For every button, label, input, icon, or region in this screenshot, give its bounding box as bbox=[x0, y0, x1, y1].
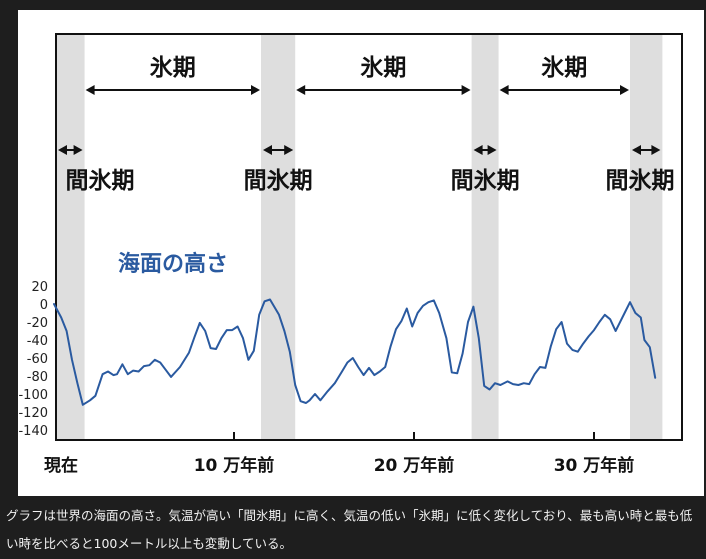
caption: グラフは世界の海面の高さ。気温が高い「間氷期」に高く、気温の低い「氷期」に低く変… bbox=[6, 508, 693, 551]
interglacial-label-3: 間氷期 bbox=[606, 168, 675, 194]
interglacial-arrow-0-head-left bbox=[58, 145, 67, 155]
interglacial-label-0: 間氷期 bbox=[66, 168, 135, 194]
interglacial-arrow-2-head-left bbox=[473, 145, 483, 155]
series-label-0: 海面の高さ bbox=[118, 251, 228, 277]
y-tick-label-8: -140 bbox=[18, 424, 48, 439]
interglacial-arrow-3-head-right bbox=[651, 145, 661, 155]
glacial-label-2: 氷期 bbox=[541, 55, 587, 81]
series-line-0 bbox=[53, 298, 657, 406]
y-tick-label-6: -100 bbox=[18, 388, 48, 403]
glacial-arrow-1-head-right bbox=[461, 85, 471, 95]
y-tick-label-2: -20 bbox=[27, 316, 48, 331]
y-tick-label-0: 20 bbox=[31, 280, 48, 295]
plot-frame bbox=[55, 33, 683, 441]
glacial-arrow-2-head-left bbox=[499, 85, 509, 95]
chart-figure: 現在 10 万年前 20 万年前 30 万年前 20 0 -20 -40 -60 -80 -100 -… bbox=[18, 10, 704, 496]
interglacial-band-1 bbox=[261, 34, 296, 440]
glacial-arrow-0-head-right bbox=[251, 85, 260, 95]
interglacial-band-3 bbox=[630, 34, 663, 440]
glacial-arrow-1-head-left bbox=[296, 85, 306, 95]
glacial-arrow-0-head-left bbox=[85, 85, 95, 95]
interglacial-arrow-1-head-left bbox=[263, 145, 272, 155]
interglacial-label-1: 間氷期 bbox=[244, 168, 313, 194]
interglacial-arrow-2-head-right bbox=[487, 145, 497, 155]
y-tick-label-5: -80 bbox=[27, 370, 48, 385]
x-tick-label-3: 30 万年前 bbox=[554, 455, 635, 476]
sea-level-chart: 現在 10 万年前 20 万年前 30 万年前 20 0 -20 -40 -60 -80 -100 -… bbox=[18, 33, 683, 476]
interglacial-band-0 bbox=[56, 34, 85, 440]
y-tick-label-7: -120 bbox=[18, 406, 48, 421]
x-tick-label-1: 10 万年前 bbox=[194, 455, 275, 476]
y-tick-label-1: 0 bbox=[40, 298, 48, 313]
glacial-arrow-2-head-right bbox=[620, 85, 629, 95]
x-tick-label-2: 20 万年前 bbox=[374, 455, 455, 476]
interglacial-label-2: 間氷期 bbox=[451, 168, 520, 194]
interglacial-arrow-0-head-right bbox=[73, 145, 83, 155]
x-tick-label-0: 現在 bbox=[44, 455, 78, 476]
interglacial-arrow-3-head-left bbox=[632, 145, 641, 155]
glacial-label-0: 氷期 bbox=[150, 55, 196, 81]
interglacial-band-2 bbox=[471, 34, 499, 440]
y-tick-label-3: -40 bbox=[27, 334, 48, 349]
y-tick-label-4: -60 bbox=[27, 352, 48, 367]
glacial-label-1: 氷期 bbox=[360, 55, 406, 81]
interglacial-arrow-1-head-right bbox=[284, 145, 294, 155]
